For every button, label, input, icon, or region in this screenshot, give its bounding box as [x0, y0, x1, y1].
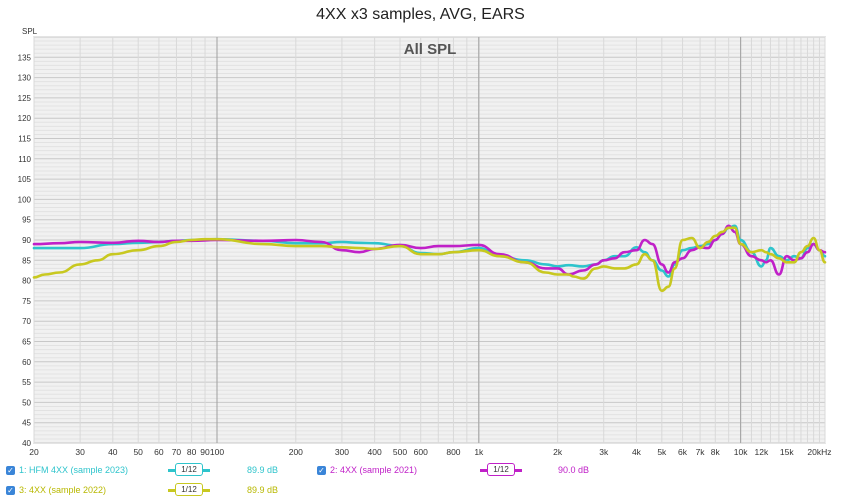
level-series-2: 90.0 dB: [558, 465, 590, 475]
chart-subtitle: All SPL: [404, 41, 457, 58]
x-tick-label: 7k: [696, 447, 706, 457]
checkbox-series-2[interactable]: ✓: [317, 465, 326, 475]
y-tick-label: 55: [22, 378, 31, 387]
grid: [33, 36, 826, 444]
legend-item-series-3[interactable]: ✓ 3: 4XX (sample 2022): [6, 485, 106, 495]
x-tick-label: 15k: [780, 447, 794, 457]
x-tick-label: 600: [414, 447, 428, 457]
x-tick-label: 8k: [711, 447, 721, 457]
x-tick-label: 80: [187, 447, 197, 457]
x-tick-label: 2k: [553, 447, 563, 457]
x-tick-label: 800: [446, 447, 460, 457]
y-axis-label: SPL: [22, 27, 38, 36]
chart-title: 4XX x3 samples, AVG, EARS: [316, 6, 525, 23]
legend-item-series-1[interactable]: ✓ 1: HFM 4XX (sample 2023): [6, 465, 128, 475]
y-tick-label: 130: [18, 74, 32, 83]
y-tick-label: 75: [22, 297, 31, 306]
y-tick-label: 45: [22, 419, 31, 428]
x-tick-label: 500: [393, 447, 407, 457]
x-tick-label: 40: [108, 447, 118, 457]
x-tick-label: 5k: [657, 447, 667, 457]
x-axis-ticks: 20 30 40 50 60 70 80 90 100 200 300 400 500 600 800 1k 2…: [29, 447, 831, 457]
x-tick-label: 200: [289, 447, 303, 457]
y-tick-label: 90: [22, 236, 31, 245]
y-tick-label: 100: [18, 195, 32, 204]
y-tick-label: 110: [18, 155, 31, 164]
level-series-1: 89.9 dB: [247, 465, 279, 475]
y-tick-label: 135: [18, 53, 32, 62]
y-tick-label: 105: [18, 175, 32, 184]
x-tick-label: 20: [29, 447, 39, 457]
series-lines: [32, 224, 827, 293]
y-tick-label: 50: [22, 398, 31, 407]
checkbox-series-3[interactable]: ✓: [6, 485, 15, 495]
series-line-2: [32, 224, 827, 276]
x-tick-label: 10k: [734, 447, 748, 457]
series-line-3: [32, 226, 827, 293]
x-tick-label: 70: [172, 447, 182, 457]
x-tick-label: 300: [335, 447, 349, 457]
y-tick-label: 120: [18, 114, 32, 123]
x-tick-label: 30: [75, 447, 85, 457]
y-tick-label: 85: [22, 256, 31, 265]
y-tick-label: 80: [22, 277, 31, 286]
y-tick-label: 40: [22, 439, 31, 448]
x-tick-label: 400: [368, 447, 382, 457]
x-tick-label: 50: [133, 447, 143, 457]
smoothing-button-series-3[interactable]: 1/12: [175, 483, 203, 496]
x-tick-label: 3k: [599, 447, 609, 457]
x-tick-label: 6k: [678, 447, 688, 457]
y-tick-label: 70: [22, 317, 31, 326]
y-tick-label: 65: [22, 338, 31, 347]
y-tick-label: 125: [18, 94, 32, 103]
x-tick-label: 12k: [755, 447, 769, 457]
checkbox-series-1[interactable]: ✓: [6, 465, 15, 475]
legend-label-series-3: 3: 4XX (sample 2022): [19, 485, 107, 495]
level-series-3: 89.9 dB: [247, 485, 279, 495]
x-tick-label: 100: [210, 447, 224, 457]
y-axis-ticks: 40 45 50 55 60 65 70 75 80 85 90 95 100 105 110 115 120 1…: [18, 53, 32, 448]
smoothing-button-series-1[interactable]: 1/12: [175, 463, 203, 476]
smoothing-button-series-2[interactable]: 1/12: [487, 463, 515, 476]
x-tick-label: 90: [200, 447, 210, 457]
legend-item-series-2[interactable]: ✓ 2: 4XX (sample 2021): [317, 465, 417, 475]
x-tick-label: 20kHz: [807, 447, 831, 457]
legend-label-series-1: 1: HFM 4XX (sample 2023): [19, 465, 129, 475]
y-tick-label: 60: [22, 358, 31, 367]
x-tick-label: 1k: [474, 447, 484, 457]
x-tick-label: 4k: [632, 447, 642, 457]
x-tick-label: 60: [154, 447, 164, 457]
y-tick-label: 95: [22, 216, 31, 225]
legend-label-series-2: 2: 4XX (sample 2021): [330, 465, 418, 475]
y-tick-label: 115: [18, 135, 31, 144]
